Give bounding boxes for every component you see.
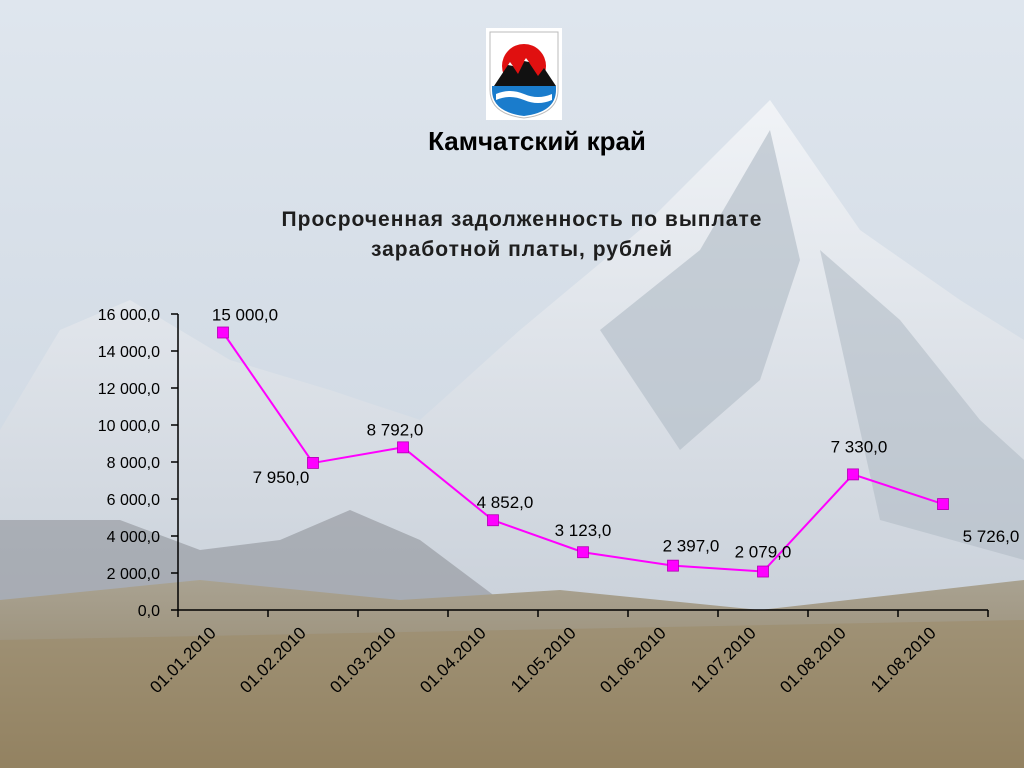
data-label: 8 792,0 bbox=[367, 420, 424, 439]
data-label: 5 726,0 bbox=[963, 527, 1020, 546]
data-label: 3 123,0 bbox=[555, 521, 612, 540]
x-tick-label: 11.08.2010 bbox=[867, 623, 940, 696]
x-tick-label: 01.06.2010 bbox=[596, 623, 670, 697]
data-point-marker bbox=[667, 559, 679, 572]
y-tick-label: 0,0 bbox=[138, 603, 160, 620]
chart-axes: 0,0 2 000,0 4 000,0 6 000,0 8 000,0 10 000,0 1… bbox=[98, 307, 989, 697]
data-point-marker bbox=[847, 468, 859, 481]
data-label: 7 950,0 bbox=[253, 468, 310, 487]
data-point-marker bbox=[937, 498, 949, 510]
y-tick-label: 2 000,0 bbox=[107, 566, 160, 583]
data-label: 2 079,0 bbox=[735, 543, 792, 562]
x-tick-label: 01.04.2010 bbox=[416, 623, 490, 697]
data-label: 4 852,0 bbox=[477, 493, 534, 512]
y-tick-label: 10 000,0 bbox=[98, 418, 160, 435]
x-tick-label: 01.01.2010 bbox=[146, 623, 220, 697]
data-point-marker bbox=[487, 514, 499, 527]
y-tick-label: 16 000,0 bbox=[98, 307, 160, 324]
x-tick-label: 11.05.2010 bbox=[507, 623, 580, 696]
data-label: 7 330,0 bbox=[831, 437, 888, 456]
data-label: 15 000,0 bbox=[212, 306, 278, 325]
chart-series bbox=[217, 326, 949, 578]
y-tick-label: 4 000,0 bbox=[107, 529, 160, 546]
data-point-marker bbox=[577, 546, 589, 559]
data-point-marker bbox=[757, 565, 769, 578]
kamchatka-emblem-icon bbox=[486, 28, 562, 120]
data-point-marker bbox=[307, 457, 319, 469]
data-point-marker bbox=[217, 326, 229, 339]
x-tick-label: 01.03.2010 bbox=[326, 623, 400, 697]
y-tick-label: 12 000,0 bbox=[98, 381, 160, 398]
data-label: 2 397,0 bbox=[663, 537, 720, 556]
x-tick-label: 01.02.2010 bbox=[236, 623, 310, 697]
chart-title: Просроченная задолженность по выплате за… bbox=[281, 208, 763, 261]
y-tick-label: 6 000,0 bbox=[107, 492, 160, 509]
chart-data-labels: 15 000,0 7 950,0 8 792,0 4 852,0 3 123,0 2 39… bbox=[212, 306, 1019, 562]
x-tick-label: 01.08.2010 bbox=[776, 623, 850, 697]
y-tick-label: 8 000,0 bbox=[107, 455, 160, 472]
y-tick-label: 14 000,0 bbox=[98, 344, 160, 361]
x-tick-label: 11.07.2010 bbox=[687, 623, 760, 696]
region-title: Камчатский край bbox=[428, 126, 646, 156]
data-point-marker bbox=[397, 441, 409, 454]
